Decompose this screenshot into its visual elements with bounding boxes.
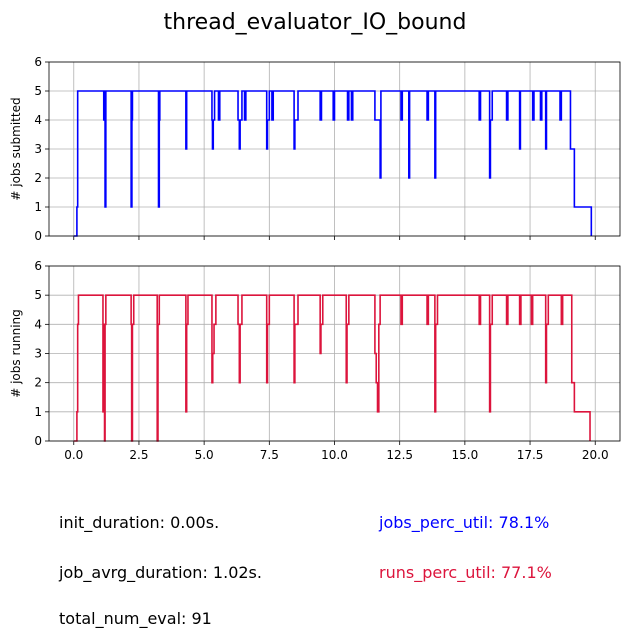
submitted-ytick-label: 5	[34, 84, 42, 98]
running-xtick-label: 10.0	[321, 448, 348, 462]
running-ytick-label: 0	[34, 434, 42, 448]
init-duration-stat: init_duration: 0.00s.	[59, 513, 220, 532]
submitted-ytick-label: 3	[34, 142, 42, 156]
submitted-axes-frame	[48, 61, 621, 237]
running-series-line	[73, 294, 591, 442]
running-xtick-label: 0.0	[64, 448, 83, 462]
running-axes: 0.0 2.5 5.0 7.5 10.0 12.5 15.0 17.5 20.0 0 1 2 3 4 5 6 #…	[9, 259, 621, 462]
figure-title: thread_evaluator_IO_bound	[164, 10, 467, 35]
running-xtick-label: 20.0	[582, 448, 609, 462]
running-axes-frame	[48, 265, 621, 442]
runs-perc-util-stat: runs_perc_util: 77.1%	[379, 563, 552, 582]
running-ytick-label: 2	[34, 376, 42, 390]
submitted-ytick-label: 1	[34, 200, 42, 214]
running-xtick-label: 2.5	[129, 448, 148, 462]
submitted-ytick-label: 0	[34, 229, 42, 243]
submitted-ylabel: # jobs submitted	[9, 97, 23, 200]
running-xtick-label: 15.0	[452, 448, 479, 462]
total-num-eval-stat: total_num_eval: 91	[59, 609, 212, 628]
jobs-perc-util-stat: jobs_perc_util: 78.1%	[379, 513, 550, 532]
running-ytick-label: 3	[34, 347, 42, 361]
submitted-series-line	[73, 90, 593, 237]
running-xtick-label: 17.5	[517, 448, 544, 462]
running-xtick-label: 7.5	[260, 448, 279, 462]
job-avrg-duration-stat: job_avrg_duration: 1.02s.	[59, 563, 262, 582]
submitted-ytick-label: 2	[34, 171, 42, 185]
running-ytick-label: 4	[34, 317, 42, 331]
running-xtick-label: 5.0	[195, 448, 214, 462]
submitted-axes: 0 1 2 3 4 5 6 # jobs submitted	[9, 55, 621, 243]
running-xtick-label: 12.5	[386, 448, 413, 462]
submitted-ytick-label: 4	[34, 113, 42, 127]
running-ytick-label: 5	[34, 288, 42, 302]
running-ylabel: # jobs running	[9, 309, 23, 398]
submitted-ytick-label: 6	[34, 55, 42, 69]
running-ytick-label: 1	[34, 405, 42, 419]
running-ytick-label: 6	[34, 259, 42, 273]
